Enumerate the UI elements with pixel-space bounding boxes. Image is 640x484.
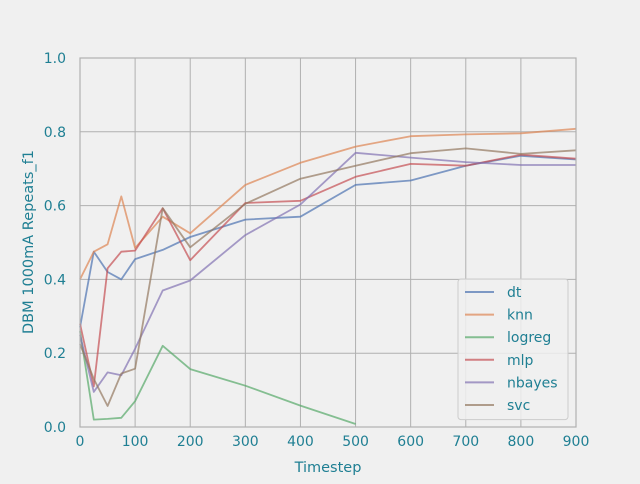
- y-tick-label: 0.2: [44, 346, 66, 362]
- x-tick-label: 600: [397, 434, 424, 450]
- x-tick-label: 300: [232, 434, 259, 450]
- series-lines: [79, 127, 577, 425]
- y-tick-label: 0.4: [44, 272, 66, 288]
- x-tick-label: 400: [287, 434, 314, 450]
- x-tick-label: 700: [452, 434, 479, 450]
- legend: dt knn logreg mlp nbayes svc: [457, 278, 569, 421]
- series-line-logreg: [79, 330, 356, 425]
- y-tick-label: 0.0: [44, 420, 66, 436]
- series-line-dt: [79, 154, 577, 328]
- x-tick-label: 800: [508, 434, 535, 450]
- x-tick-label: 900: [563, 434, 590, 450]
- legend-label-knn: knn: [507, 308, 533, 324]
- series-line-knn: [79, 127, 577, 280]
- tick-labels: 0 100 200 300 400 500 600 700 800 900 0.0 0.2 0.4 0.6…: [44, 51, 590, 450]
- legend-label-dt: dt: [507, 285, 522, 301]
- legend-label-nbayes: nbayes: [507, 375, 558, 391]
- legend-label-mlp: mlp: [507, 353, 534, 369]
- y-tick-label: 0.8: [44, 125, 66, 141]
- y-tick-label: 1.0: [44, 51, 66, 67]
- legend-label-svc: svc: [507, 398, 530, 414]
- x-tick-label: 0: [76, 434, 85, 450]
- y-axis-label: DBM 1000mA Repeats_f1: [21, 150, 37, 334]
- x-axis-label: Timestep: [294, 460, 362, 476]
- legend-label-logreg: logreg: [507, 330, 551, 346]
- series-line-svc: [79, 147, 577, 407]
- series-line-mlp: [79, 153, 577, 388]
- y-tick-label: 0.6: [44, 199, 66, 215]
- plot-frame: [79, 57, 577, 428]
- series-line-nbayes: [79, 151, 576, 393]
- x-tick-label: 100: [122, 434, 149, 450]
- x-tick-label: 500: [342, 434, 369, 450]
- x-tick-label: 200: [177, 434, 204, 450]
